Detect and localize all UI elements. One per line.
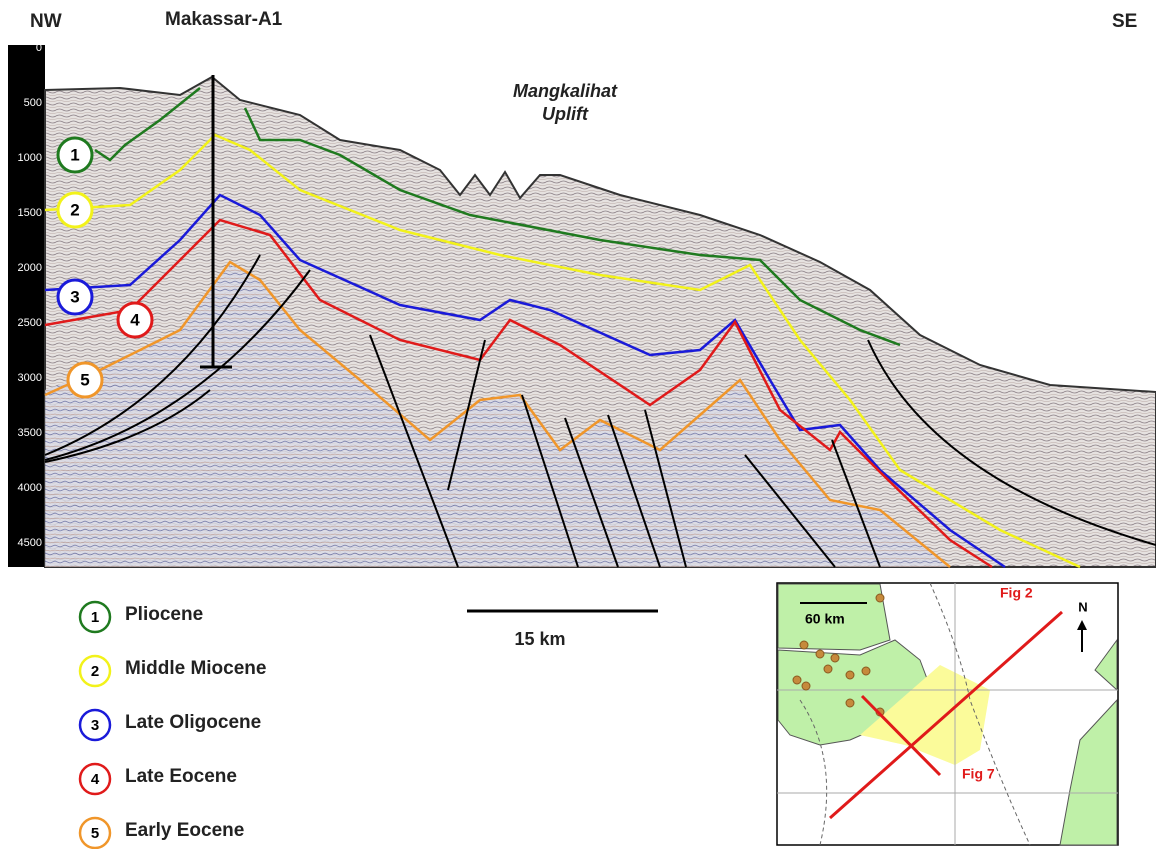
legend-number: 4	[91, 771, 100, 788]
faults	[44, 254, 1156, 568]
basement-facies	[45, 265, 950, 567]
horizon-line	[44, 260, 951, 568]
legend-label: Pliocene	[125, 604, 203, 625]
inset-map: 60 km N Fig 2 Fig 7	[776, 582, 1119, 846]
horizon-line	[94, 87, 901, 347]
legend-marker	[78, 600, 112, 634]
horizon-number: 5	[80, 370, 89, 389]
depth-tick-label: 1000	[18, 152, 42, 164]
well-name: Makassar-A1	[165, 9, 283, 30]
horizon-marker	[56, 191, 94, 229]
horizon-number: 1	[70, 145, 79, 164]
depth-tick-label: 4000	[18, 482, 42, 494]
depth-tick-label: 500	[24, 97, 42, 109]
horizons	[44, 87, 1081, 569]
legend-label: Late Oligocene	[125, 712, 261, 733]
horizon-line	[44, 218, 993, 569]
legend-marker	[78, 708, 112, 742]
horizon-marker	[116, 301, 154, 339]
horizon-line	[44, 193, 1006, 569]
horizon-line	[44, 133, 1081, 569]
depth-tick-label: 2000	[18, 262, 42, 274]
map-north: N	[1078, 599, 1087, 614]
legend-marker	[78, 654, 112, 688]
depth-tick-label: 1500	[18, 207, 42, 219]
legend-number: 1	[91, 609, 99, 626]
depth-tick-label: 3000	[18, 372, 42, 384]
legend-number: 3	[91, 717, 99, 734]
horizon-marker	[56, 136, 94, 174]
header-right: SE	[1112, 11, 1137, 32]
annotation: Mangkalihat	[513, 81, 618, 101]
map-line-label: Fig 2	[1000, 585, 1033, 601]
legend-marker	[78, 816, 112, 849]
depth-axis-strip	[8, 45, 45, 567]
depth-tick-label: 2500	[18, 317, 42, 329]
horizon-number: 4	[130, 310, 140, 329]
horizon-marker	[56, 278, 94, 316]
horizon-marker	[66, 361, 104, 399]
header-left: NW	[30, 11, 62, 32]
depth-tick-label: 4500	[18, 537, 42, 549]
legend-number: 2	[91, 663, 99, 680]
map-scale: 60 km	[805, 611, 845, 627]
legend-label: Early Eocene	[125, 820, 244, 841]
legend-number: 5	[91, 825, 99, 842]
horizon-number: 3	[70, 287, 79, 306]
legend-label: Late Eocene	[125, 766, 237, 787]
horizon-number: 2	[70, 200, 79, 219]
map-line-label: Fig 7	[962, 766, 995, 782]
annotation: Uplift	[542, 104, 589, 124]
depth-tick-label: 3500	[18, 427, 42, 439]
legend-marker	[78, 762, 112, 796]
depth-tick-label: 0	[36, 42, 42, 54]
scale-label: 15 km	[514, 629, 565, 649]
legend-label: Middle Miocene	[125, 658, 266, 679]
